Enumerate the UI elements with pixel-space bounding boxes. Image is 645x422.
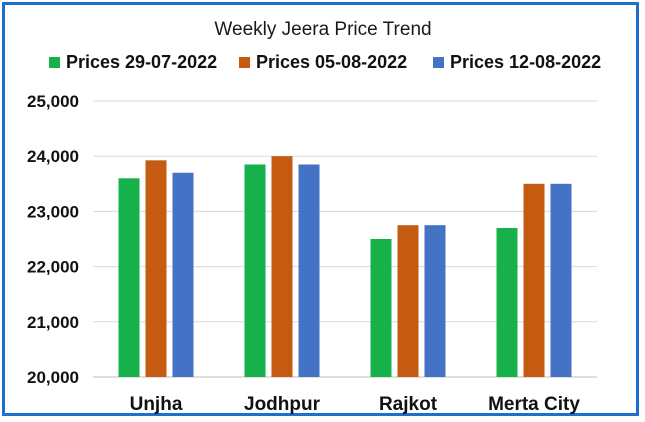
chart-title: Weekly Jeera Price Trend	[214, 19, 431, 40]
legend-label-2: Prices 05-08-2022	[256, 52, 407, 72]
bar-unjha-series-2	[145, 160, 167, 377]
bar-jodhpur-series-2	[271, 156, 293, 377]
bar-merta-city-series-1	[496, 227, 518, 377]
legend-label-3: Prices 12-08-2022	[450, 52, 601, 72]
bar-jodhpur-series-1	[244, 164, 266, 377]
bar-unjha-series-3	[172, 172, 194, 377]
y-tick-label: 24,000	[27, 147, 79, 166]
y-axis-tick-labels: 20,000 21,000 22,000 23,000 24,000 25,000	[27, 92, 79, 387]
bar-merta-city-series-3	[550, 183, 572, 377]
legend-swatch-2	[239, 57, 250, 68]
legend-swatch-3	[433, 57, 444, 68]
y-tick-label: 23,000	[27, 202, 79, 221]
legend: Prices 29-07-2022 Prices 05-08-2022 Prices…	[49, 52, 601, 72]
x-category-label: Rajkot	[379, 394, 438, 415]
bars	[118, 156, 572, 377]
bar-rajkot-series-3	[424, 225, 446, 377]
gridlines	[93, 100, 597, 378]
y-tick-label: 21,000	[27, 313, 79, 332]
legend-swatch-1	[49, 57, 60, 68]
x-category-label: Unjha	[130, 394, 183, 415]
bar-jodhpur-series-3	[298, 164, 320, 377]
bar-merta-city-series-2	[523, 183, 545, 377]
bar-chart: Weekly Jeera Price Trend Prices 29-07-20…	[27, 19, 601, 415]
y-tick-label: 25,000	[27, 92, 79, 111]
chart-frame: Weekly Jeera Price Trend Prices 29-07-20…	[2, 2, 639, 416]
x-axis-category-labels: Unjha Jodhpur Rajkot Merta City	[130, 394, 581, 415]
y-tick-label: 22,000	[27, 258, 79, 277]
y-tick-label: 20,000	[27, 368, 79, 387]
legend-label-1: Prices 29-07-2022	[66, 52, 217, 72]
bar-unjha-series-1	[118, 178, 140, 377]
x-category-label: Jodhpur	[244, 394, 321, 415]
x-category-label: Merta City	[488, 394, 580, 415]
bar-rajkot-series-1	[370, 239, 392, 377]
bar-rajkot-series-2	[397, 225, 419, 377]
